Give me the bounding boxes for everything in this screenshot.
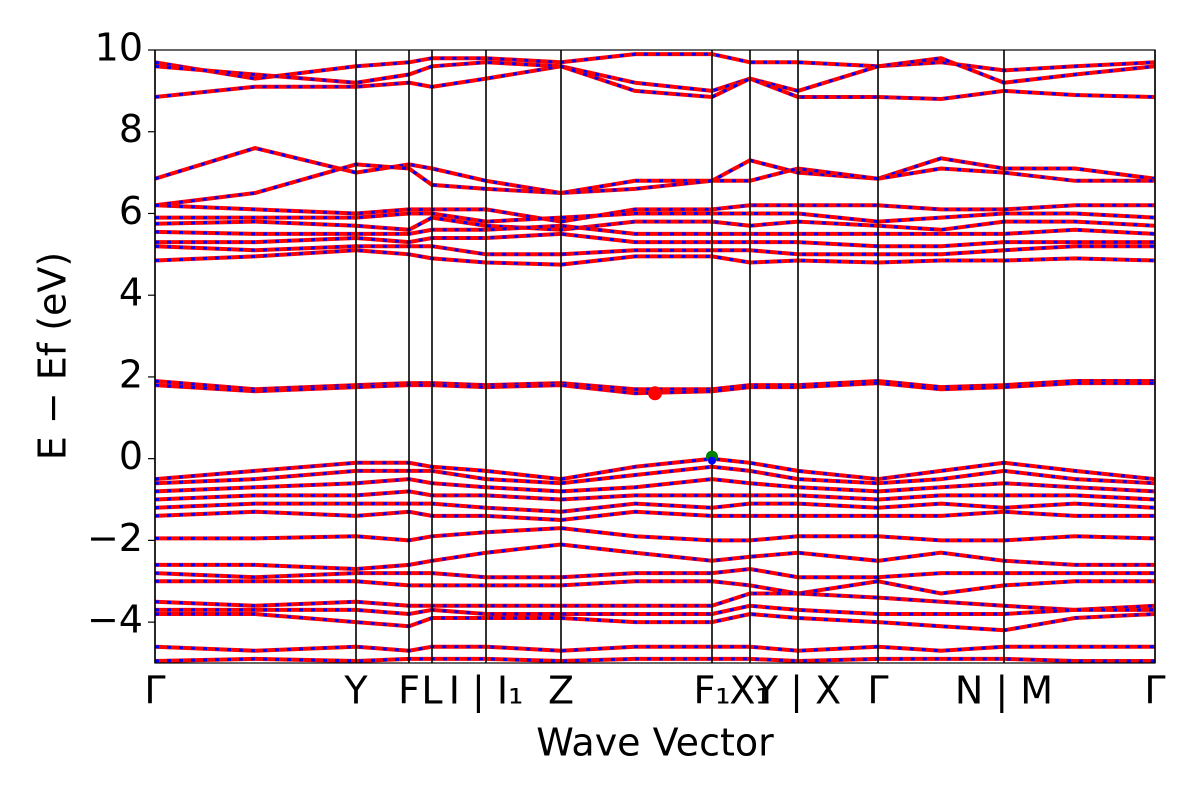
x-tick-label: N | M xyxy=(955,669,1053,714)
band-line xyxy=(155,656,1155,663)
y-tick-label: 0 xyxy=(119,434,143,478)
band-line xyxy=(155,162,1155,208)
band-line-dashed xyxy=(155,592,1155,612)
band-line-dashed xyxy=(155,526,1155,542)
band-line-dashed xyxy=(155,146,1155,195)
band-line-dashed xyxy=(155,510,1155,522)
band-line xyxy=(155,591,1155,612)
band-line xyxy=(155,611,1155,633)
band-line xyxy=(155,489,1155,502)
x-tick-label: Y | X xyxy=(754,669,841,714)
x-tick-label: Γ xyxy=(144,669,165,713)
band-line-dashed xyxy=(155,604,1155,616)
y-axis-label: E − Ef (eV) xyxy=(31,252,75,461)
band-line-dashed xyxy=(155,657,1155,663)
band-line-dashed xyxy=(155,645,1155,653)
band-line-dashed xyxy=(155,502,1155,514)
band-line-dashed xyxy=(155,52,1155,81)
x-tick-label: Y xyxy=(343,669,368,713)
band-line-dashed xyxy=(155,56,1155,93)
band-line xyxy=(155,203,1155,224)
band-line-dashed xyxy=(155,579,1155,596)
band-line-dashed xyxy=(155,224,1155,236)
band-extremum-marker xyxy=(708,456,716,465)
band-line xyxy=(155,526,1155,543)
y-tick-label: 4 xyxy=(119,271,143,315)
x-tick-label: F xyxy=(398,669,420,713)
band-line xyxy=(155,644,1155,653)
band-line-dashed xyxy=(155,162,1155,207)
band-line xyxy=(155,215,1155,232)
band-line xyxy=(155,464,1155,486)
band-line xyxy=(155,52,1155,81)
y-tick-label: −2 xyxy=(87,516,143,560)
band-line-dashed xyxy=(155,457,1155,481)
band-line-dashed xyxy=(155,244,1155,256)
band-line xyxy=(155,542,1155,572)
x-tick-label: F₁ xyxy=(693,669,730,713)
x-tick-label: L xyxy=(421,669,442,713)
band-line xyxy=(155,223,1155,236)
band-line-dashed xyxy=(155,232,1155,248)
band-line xyxy=(155,248,1155,267)
band-line xyxy=(155,509,1155,523)
x-tick-label: I | I₁ xyxy=(449,669,524,714)
band-line-dashed xyxy=(155,489,1155,502)
x-tick-label: Z xyxy=(548,669,574,713)
y-tick-label: 10 xyxy=(95,26,143,70)
band-line-dashed xyxy=(155,379,1155,391)
x-tick-label: Γ xyxy=(1144,669,1165,713)
x-tick-label: X₁ xyxy=(729,669,770,713)
band-line-dashed xyxy=(155,477,1155,493)
y-tick-label: −4 xyxy=(87,598,143,642)
band-line xyxy=(155,566,1155,580)
band-line-dashed xyxy=(155,212,1155,224)
band-line xyxy=(155,477,1155,494)
band-extremum-marker xyxy=(648,386,662,401)
y-tick-label: 2 xyxy=(119,352,143,396)
band-line-dashed xyxy=(155,381,1155,395)
band-line-dashed xyxy=(155,64,1155,101)
y-tick-label: 8 xyxy=(119,107,143,151)
x-tick-label: Γ xyxy=(867,669,888,713)
x-axis-label: Wave Vector xyxy=(536,721,774,765)
band-line-dashed xyxy=(155,248,1155,267)
plot-area xyxy=(155,52,1155,663)
plot-frame xyxy=(154,49,1156,664)
y-tick-label: 6 xyxy=(119,189,143,233)
band-line xyxy=(155,579,1155,596)
band-line-dashed xyxy=(155,567,1155,579)
